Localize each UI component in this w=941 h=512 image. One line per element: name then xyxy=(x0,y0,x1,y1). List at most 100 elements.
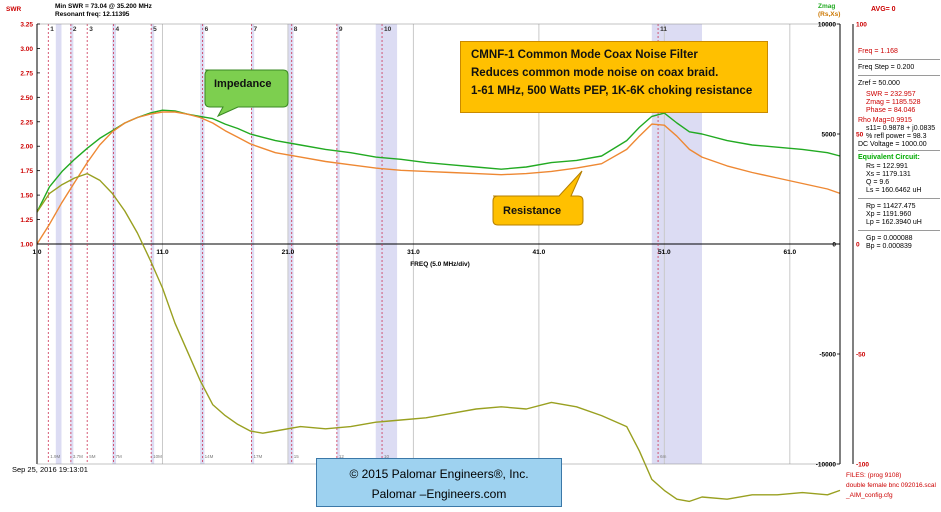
zref-readout: Zref = 50.000 xyxy=(858,80,900,87)
q-readout: Q = 9.6 xyxy=(866,179,890,186)
marker-band-label: 17M xyxy=(254,454,263,459)
phase-tick-label: -50 xyxy=(856,352,866,359)
marker-label: 9 xyxy=(339,26,343,33)
swr-tick-label: 3.25 xyxy=(20,22,33,29)
rho-mag-readout: Rho Mag=0.9915 xyxy=(858,117,912,124)
product-title: CMNF-1 Common Mode Coax Noise Filter xyxy=(471,49,698,61)
file-name-config: _AIM_config.cfg xyxy=(846,492,893,499)
x-tick-label: 21.0 xyxy=(282,249,295,256)
x-tick-label: 61.0 xyxy=(783,249,796,256)
zmag-tick-label: 0 xyxy=(832,242,836,249)
zmag-tick-label: 10000 xyxy=(818,22,836,29)
marker-label: 2 xyxy=(73,26,77,33)
website-line: Palomar –Engineers.com xyxy=(371,487,507,501)
impedance-callout-label: Impedance xyxy=(214,78,272,90)
xs-readout: Xs = 1179.131 xyxy=(866,171,911,178)
resistance-callout-shape xyxy=(492,170,584,226)
swr-tick-label: 1.25 xyxy=(20,217,33,224)
product-description: Reduces common mode noise on coax braid. xyxy=(471,67,719,79)
zmag-tick-label: -10000 xyxy=(816,462,837,469)
x-tick-label: 41.0 xyxy=(533,249,546,256)
s11-readout: s11= 0.9878 + j0.0835 xyxy=(866,125,936,132)
marker-band-label: 1.9M xyxy=(50,454,60,459)
panel-divider xyxy=(858,150,940,151)
marker-band-label: 10M xyxy=(153,454,162,459)
panel-divider xyxy=(858,75,940,76)
zmag-axis-title: Zmag xyxy=(818,3,836,10)
freq-step-readout: Freq Step = 0.200 xyxy=(858,64,915,71)
timestamp: Sep 25, 2016 19:13:01 xyxy=(12,465,88,474)
marker-label: 4 xyxy=(116,26,120,33)
phase-tick-label: -100 xyxy=(856,462,869,469)
tick-labels: 3.253.002.752.502.252.001.751.501.251.00… xyxy=(20,22,869,469)
swr-tick-label: 2.75 xyxy=(20,70,33,77)
rs-readout: Rs = 122.991 xyxy=(866,163,908,170)
marker-label: 6 xyxy=(205,26,209,33)
marker-label: 8 xyxy=(294,26,298,33)
file-name-scal: double female bnc 092016.scal xyxy=(846,482,936,489)
rsxs-axis-title: (Rs,Xs) xyxy=(818,11,841,18)
swr-tick-label: 1.50 xyxy=(20,193,33,200)
product-specs: 1-61 MHz, 500 Watts PEP, 1K-6K choking r… xyxy=(471,85,753,97)
marker-band-label: 5M xyxy=(89,454,96,459)
phase-readout: Phase = 84.046 xyxy=(866,107,916,114)
swr-tick-label: 2.50 xyxy=(20,95,33,102)
marker-label: 11 xyxy=(660,26,667,33)
panel-divider xyxy=(858,230,940,231)
swr-tick-label: 1.00 xyxy=(20,242,33,249)
panel-divider xyxy=(858,59,940,60)
swr-axis-title: SWR xyxy=(6,6,22,13)
swr-tick-label: 1.75 xyxy=(20,168,33,175)
phase-tick-label: 100 xyxy=(856,22,867,29)
marker-band-label: 15 xyxy=(294,454,300,459)
resonant-freq-readout: Resonant freq: 12.11395 xyxy=(55,11,130,18)
equivalent-circuit-title: Equivalent Circuit: xyxy=(858,154,920,161)
min-swr-readout: Min SWR = 73.04 @ 35.200 MHz xyxy=(55,3,152,10)
marker-label: 1 xyxy=(50,26,54,33)
zmag-tick-label: -5000 xyxy=(819,352,836,359)
dc-voltage-readout: DC Voltage = 1000.00 xyxy=(858,141,927,148)
marker-band-label: 3.7M xyxy=(73,454,83,459)
marker-band-label: 7M xyxy=(116,454,123,459)
xp-readout: Xp = 1191.960 xyxy=(866,211,912,218)
x-tick-label: 11.0 xyxy=(156,249,169,256)
product-info-callout: CMNF-1 Common Mode Coax Noise Filter Red… xyxy=(460,41,768,113)
series-zmag xyxy=(36,109,841,213)
panel-divider xyxy=(858,198,940,199)
files-title: FILES: (prog 9108) xyxy=(846,472,902,479)
x-tick-label: 1.0 xyxy=(32,249,41,256)
swr-tick-label: 3.00 xyxy=(20,46,33,53)
phase-tick-label: 0 xyxy=(856,242,860,249)
marker-label: 3 xyxy=(89,26,93,33)
marker-label: 5 xyxy=(153,26,157,33)
series-rs xyxy=(36,111,841,245)
marker-band-label: 12 xyxy=(339,454,345,459)
marker-band-label: 14M xyxy=(205,454,214,459)
avg-readout: AVG= 0 xyxy=(871,6,896,13)
zmag-readout: Zmag = 1185.528 xyxy=(866,99,921,106)
swr-tick-label: 2.25 xyxy=(20,119,33,126)
marker-label: 7 xyxy=(254,26,258,33)
lp-readout: Lp = 162.3940 uH xyxy=(866,219,922,226)
copyright-line: © 2015 Palomar Engineers®, Inc. xyxy=(349,467,529,481)
series-xs xyxy=(36,172,841,503)
zmag-tick-label: 5000 xyxy=(822,132,837,139)
gp-readout: Gp = 0.000088 xyxy=(866,235,913,242)
refl-power-readout: % refl power = 98.3 xyxy=(866,133,927,140)
phase-tick-label: 50 xyxy=(856,132,864,139)
bp-readout: Bp = 0.000839 xyxy=(866,243,912,250)
marker-band-label: 6m xyxy=(660,454,667,459)
series-lines xyxy=(36,109,841,503)
swr-readout: SWR = 232.957 xyxy=(866,91,916,98)
x-tick-label: 31.0 xyxy=(407,249,420,256)
copyright-banner: © 2015 Palomar Engineers®, Inc. Palomar … xyxy=(316,458,562,507)
freq-readout: Freq = 1.168 xyxy=(858,48,898,55)
marker-band-label: 10 xyxy=(384,454,390,459)
marker-label: 10 xyxy=(384,26,392,33)
impedance-callout-shape xyxy=(204,69,289,118)
x-axis-label: FREQ (5.0 MHz/div) xyxy=(410,261,470,268)
x-tick-label: 51.0 xyxy=(658,249,671,256)
rp-readout: Rp = 11427.475 xyxy=(866,203,916,210)
ls-readout: Ls = 160.6462 uH xyxy=(866,187,922,194)
resistance-callout-label: Resistance xyxy=(503,205,562,217)
